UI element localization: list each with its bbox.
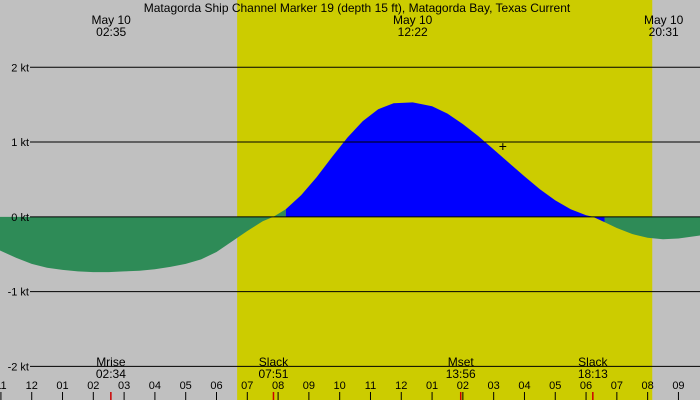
x-tick-label: 11 [0, 380, 7, 392]
x-tick-label: 12 [26, 380, 38, 392]
event-time: 07:51 [258, 367, 288, 381]
event-name: Mrise [96, 355, 126, 369]
event-name: Slack [259, 355, 289, 369]
x-tick-label: 09 [303, 380, 315, 392]
top-time-label: 20:31 [649, 25, 679, 39]
y-tick-label: 1 kt [11, 137, 29, 149]
x-tick-label: 03 [488, 380, 500, 392]
x-tick-label: 09 [672, 380, 684, 392]
x-tick-label: 07 [241, 380, 253, 392]
x-tick-label: 08 [642, 380, 654, 392]
x-tick-label: 06 [210, 380, 222, 392]
event-name: Slack [578, 355, 608, 369]
x-tick-label: 05 [549, 380, 561, 392]
event-time: 02:34 [96, 367, 126, 381]
current-time-marker: + [499, 138, 507, 154]
x-tick-label: 02 [87, 380, 99, 392]
y-tick-labels: 2 kt 1 kt 0 kt -1 kt -2 kt [8, 62, 29, 373]
x-tick-label: 04 [518, 380, 530, 392]
y-tick-label: 0 kt [11, 212, 29, 224]
top-time-label: 02:35 [96, 25, 126, 39]
x-tick-label: 01 [56, 380, 68, 392]
event-name: Mset [448, 355, 475, 369]
x-tick-label: 03 [118, 380, 130, 392]
y-tick-label: -1 kt [8, 287, 29, 299]
x-tick-label: 11 [365, 380, 376, 392]
ebb-current-area [0, 209, 700, 273]
x-tick-label: 12 [395, 380, 407, 392]
x-tick-label: 06 [580, 380, 592, 392]
y-tick-label: 2 kt [11, 62, 29, 74]
x-tick-label: 10 [334, 380, 346, 392]
x-tick-label: 07 [611, 380, 623, 392]
x-tick-label: 01 [426, 380, 438, 392]
x-tick-label: 05 [180, 380, 192, 392]
chart-title: Matagorda Ship Channel Marker 19 (depth … [144, 1, 571, 15]
x-axis: 11 12 01 02 03 04 05 06 07 08 09 10 11 12 01 02 03 04 05 06… [0, 380, 685, 400]
event-time: 18:13 [578, 367, 608, 381]
top-date-label: May 10 [393, 13, 433, 27]
event-time: 13:56 [446, 367, 476, 381]
y-tick-label: -2 kt [8, 361, 29, 373]
flood-current-area [285, 102, 605, 223]
x-tick-label: 08 [272, 380, 284, 392]
top-time-label: 12:22 [398, 25, 428, 39]
top-date-label: May 10 [644, 13, 684, 27]
top-date-label: May 10 [91, 13, 131, 27]
y-gridlines [30, 66, 700, 367]
x-tick-label: 04 [149, 380, 161, 392]
x-tick-label: 02 [457, 380, 469, 392]
